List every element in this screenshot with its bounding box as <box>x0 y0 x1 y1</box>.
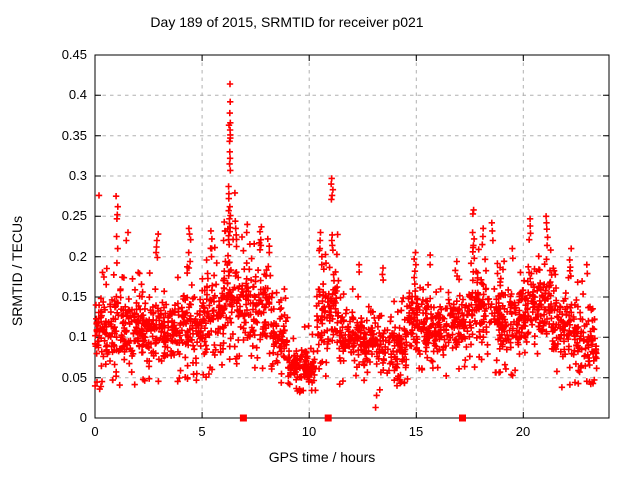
scatter-points <box>91 80 600 411</box>
y-tick-label-005: 0.05 <box>61 370 87 385</box>
baseline-square-marker <box>324 414 332 422</box>
x-tick-label-15: 15 <box>408 424 424 439</box>
chart-title: Day 189 of 2015, SRMTID for receiver p02… <box>150 14 424 30</box>
x-tick-label-20: 20 <box>515 424 531 439</box>
y-tick-label-015: 0.15 <box>61 289 87 304</box>
y-tick-label-025: 0.25 <box>61 208 87 223</box>
x-axis-label: GPS time / hours <box>268 449 376 465</box>
x-tick-label-5: 5 <box>198 424 206 439</box>
y-tick-label-04: 0.4 <box>68 87 87 102</box>
y-tick-label-02: 0.2 <box>68 249 87 264</box>
x-tick-label-10: 10 <box>301 424 317 439</box>
x-tick-label-0: 0 <box>91 424 99 439</box>
y-tick-label-01: 0.1 <box>68 329 87 344</box>
y-tick-label-0: 0 <box>79 410 87 425</box>
y-tick-label-03: 0.3 <box>68 168 87 183</box>
baseline-square-marker <box>239 414 247 422</box>
y-axis-label: SRMTID / TECUs <box>9 215 25 327</box>
y-tick-label-045: 0.45 <box>61 47 87 62</box>
y-tick-label-035: 0.35 <box>61 128 87 143</box>
baseline-square-marker <box>459 414 466 422</box>
